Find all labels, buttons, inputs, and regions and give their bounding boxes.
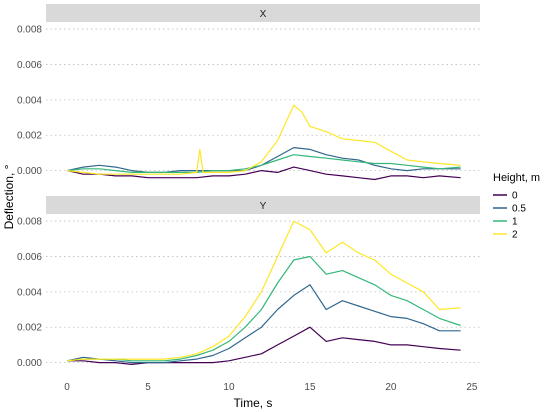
y-tick-label: 0.004: [17, 95, 42, 106]
strip-background: [46, 4, 480, 22]
x-tick-label: 5: [145, 382, 151, 393]
x-tick-label: 10: [223, 382, 235, 393]
legend-entry-label: 1: [512, 217, 518, 228]
y-tick-label: 0.004: [17, 287, 42, 298]
facet-panels: X 0.000 0.002 0.004 0.006 0.008 Y 0.000 0.002 0.0…: [17, 4, 480, 393]
series-line-0: [66, 166, 461, 181]
legend: Height, m 0 0.5 1 2: [493, 172, 540, 241]
series-line-2: [67, 220, 461, 362]
x-tick-label: 25: [466, 382, 478, 393]
series-line-0-5: [66, 284, 461, 364]
strip-label: X: [260, 9, 267, 20]
x-tick-label: 20: [385, 382, 397, 393]
y-tick-label: 0.002: [17, 131, 42, 142]
x-axis-title: Time, s: [234, 396, 273, 410]
x-tick-label: 0: [64, 382, 70, 393]
legend-entry-label: 0.5: [512, 204, 526, 215]
strip-background: [46, 196, 480, 214]
series-line-1: [67, 255, 461, 362]
facet-panel-y: Y 0.000 0.002 0.004 0.006 0.008: [17, 196, 480, 369]
facet-panel-x: X 0.000 0.002 0.004 0.006 0.008: [17, 4, 480, 181]
series-line-0-5: [66, 147, 461, 173]
legend-title: Height, m: [493, 172, 540, 184]
legend-entry-label: 2: [512, 230, 518, 241]
y-tick-label: 0.008: [17, 25, 42, 36]
series-line-0: [67, 326, 461, 365]
series-line-1: [67, 154, 461, 173]
y-tick-label: 0.002: [17, 323, 42, 334]
y-tick-label: 0.006: [17, 252, 42, 263]
y-tick-label: 0.006: [17, 60, 42, 71]
series-line-2: [67, 104, 461, 175]
y-tick-label: 0.000: [17, 166, 42, 177]
y-tick-label: 0.008: [17, 217, 42, 228]
y-tick-label: 0.000: [17, 358, 42, 369]
y-axis-title: Deflection, °: [2, 164, 16, 229]
legend-entry-label: 0: [512, 191, 518, 202]
x-tick-label: 15: [304, 382, 316, 393]
strip-label: Y: [260, 201, 267, 212]
x-axis: 0 5 10 15 20 25: [64, 382, 478, 393]
